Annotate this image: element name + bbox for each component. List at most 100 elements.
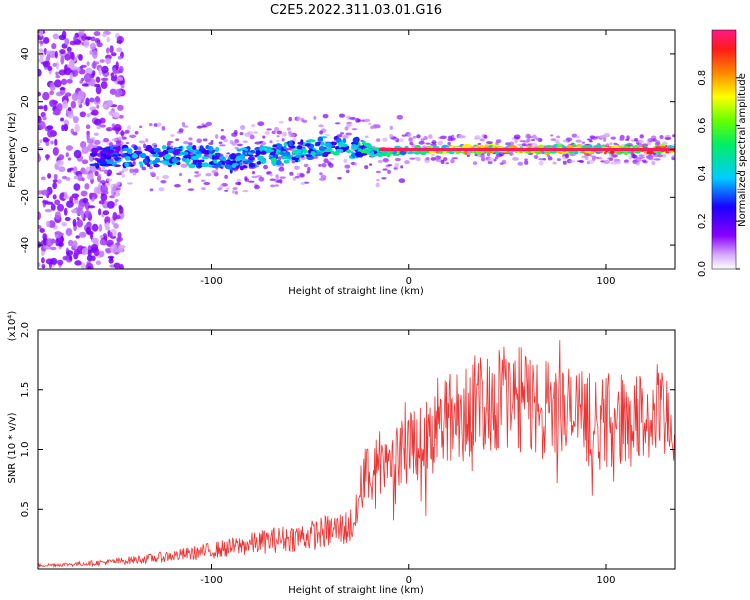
heatmap-noise-blob <box>81 83 89 87</box>
heatmap-noise-blob <box>71 92 79 102</box>
heatmap-signal-blob <box>186 157 190 163</box>
heatmap-halo-blob <box>244 132 252 137</box>
heatmap-halo-blob <box>521 143 527 147</box>
heatmap-halo-blob <box>369 163 373 167</box>
heatmap-halo-blob <box>672 134 675 138</box>
heatmap-halo-blob <box>121 136 127 140</box>
heatmap-noise-blob <box>39 30 44 37</box>
heatmap-signal-blob <box>270 157 277 163</box>
heatmap-halo-blob <box>224 174 228 179</box>
heatmap-noise-blob <box>99 239 106 245</box>
heatmap-halo-blob <box>187 178 191 183</box>
heatmap-halo-blob <box>513 134 521 139</box>
heatmap-halo-blob <box>638 156 645 159</box>
heatmap-halo-blob <box>218 141 223 145</box>
heatmap-halo-blob <box>396 114 404 120</box>
heatmap-halo-blob <box>437 140 444 146</box>
heatmap-noise-blob <box>68 59 75 68</box>
heatmap-halo-blob <box>495 141 499 146</box>
heatmap-signal-blob <box>199 145 204 151</box>
heatmap-halo-blob <box>339 132 345 135</box>
heatmap-halo-blob <box>342 135 349 139</box>
heatmap-halo-blob <box>119 170 125 174</box>
heatmap-halo-blob <box>587 159 595 164</box>
heatmap-signal-blob <box>223 161 229 164</box>
heatmap-halo-blob <box>581 141 586 144</box>
heatmap-halo-blob <box>524 160 529 165</box>
heatmap-halo-blob <box>322 113 329 119</box>
heatmap-halo-blob <box>278 120 284 124</box>
heatmap-halo-blob <box>231 190 236 194</box>
heatmap-halo-blob <box>610 136 616 140</box>
heatmap-signal-blob <box>225 164 233 170</box>
heatmap-halo-blob <box>134 131 139 135</box>
heatmap-noise-blob <box>76 217 80 221</box>
heatmap-noise-blob <box>56 160 64 167</box>
heatmap-signal-blob <box>247 156 255 161</box>
heatmap-noise-blob <box>73 175 79 180</box>
heatmap-noise-blob <box>81 247 89 256</box>
heatmap-noise-blob <box>42 116 47 121</box>
heatmap-halo-blob <box>628 155 633 160</box>
heatmap-halo-blob <box>266 128 272 131</box>
heatmap-noise-blob <box>50 140 54 145</box>
heatmap-noise-blob <box>68 114 75 119</box>
heatmap-noise-blob <box>120 84 125 89</box>
heatmap-halo-blob <box>389 125 393 130</box>
spectrogram-y-ticks: -40 -20 0 20 40 <box>20 48 675 253</box>
heatmap-noise-blob <box>55 61 60 70</box>
heatmap-halo-blob <box>430 157 437 161</box>
heatmap-halo-blob <box>220 135 226 141</box>
heatmap-halo-blob <box>221 182 228 187</box>
heatmap-noise-blob <box>38 262 41 268</box>
heatmap-signal-blob <box>91 147 99 153</box>
heatmap-signal-blob <box>235 155 242 162</box>
heatmap-noise-blob <box>72 208 77 213</box>
heatmap-noise-blob <box>73 183 81 191</box>
snr-plot-frame <box>37 329 676 570</box>
heatmap-halo-blob <box>589 135 596 139</box>
heatmap-halo-blob <box>556 158 561 161</box>
heatmap-noise-blob <box>65 250 74 256</box>
heatmap-noise-blob <box>70 100 77 109</box>
heatmap-noise-blob <box>98 208 102 216</box>
heatmap-signal-blob <box>464 149 468 155</box>
heatmap-noise-blob <box>73 35 78 42</box>
heatmap-halo-blob <box>552 161 557 165</box>
heatmap-halo-blob <box>187 188 195 191</box>
heatmap-signal-blob <box>304 143 311 147</box>
heatmap-halo-blob <box>387 169 391 174</box>
heatmap-signal-blob <box>322 152 329 157</box>
heatmap-signal-blob <box>296 145 303 150</box>
heatmap-noise-blob <box>116 237 121 244</box>
heatmap-halo-blob <box>556 135 561 139</box>
heatmap-halo-blob <box>299 173 305 178</box>
x-tick-label: -100 <box>200 575 223 586</box>
heatmap-halo-blob <box>519 140 526 143</box>
heatmap-noise-blob <box>80 210 85 219</box>
heatmap-noise-blob <box>72 199 80 204</box>
heatmap-halo-blob <box>671 154 675 158</box>
heatmap-noise-blob <box>56 103 63 112</box>
heatmap-noise-blob <box>45 238 54 247</box>
heatmap-noise-blob <box>74 124 80 133</box>
heatmap-signal-blob <box>305 154 313 157</box>
heatmap-halo-blob <box>443 157 448 162</box>
heatmap-halo-blob <box>524 158 528 162</box>
x-tick-label: 100 <box>596 276 615 287</box>
heatmap-noise-blob <box>45 258 54 265</box>
heatmap-signal-blob <box>153 163 160 168</box>
heatmap-signal-blob <box>192 159 201 163</box>
heatmap-halo-blob <box>440 159 445 165</box>
heatmap-noise-blob <box>38 68 42 77</box>
heatmap-halo-blob <box>654 141 661 147</box>
heatmap-noise-blob <box>98 200 105 205</box>
heatmap-noise-blob <box>45 50 54 55</box>
heatmap-halo-blob <box>377 159 383 164</box>
heatmap-halo-blob <box>450 158 455 164</box>
colorbar-ticks: 0.0 0.2 0.4 0.6 0.8 <box>697 70 740 277</box>
heatmap-noise-blob <box>78 54 83 61</box>
heatmap-noise-blob <box>39 227 45 233</box>
heatmap-noise-blob <box>85 124 91 130</box>
heatmap-halo-blob <box>659 135 664 140</box>
